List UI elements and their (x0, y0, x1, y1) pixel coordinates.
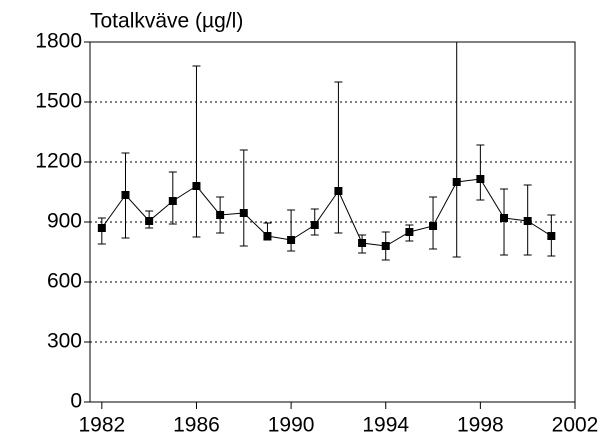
point (192, 182, 201, 190)
point (429, 222, 438, 230)
error-bar (452, 41, 461, 258)
point (310, 221, 319, 229)
point (287, 236, 296, 244)
y-tick-label: 1200 (35, 150, 82, 173)
series-line (101, 178, 552, 247)
point (145, 217, 154, 225)
point (216, 211, 225, 219)
x-tick-label: 1982 (78, 414, 125, 437)
point (405, 228, 414, 236)
y-tick-label: 300 (47, 330, 82, 353)
x-tick-label: 2002 (552, 414, 599, 437)
y-tick-label: 0 (70, 390, 82, 413)
error-bar (476, 144, 485, 201)
x-tick-label: 1994 (362, 414, 409, 437)
chart-title: Totalkväve (µg/l) (90, 10, 243, 33)
point (121, 191, 130, 199)
y-tick-label: 900 (47, 210, 82, 233)
y-tick-label: 1500 (35, 90, 82, 113)
point (263, 232, 272, 240)
point (239, 209, 248, 217)
point (358, 239, 367, 247)
point (381, 242, 390, 250)
error-bar (287, 209, 296, 252)
point (334, 187, 343, 195)
x-tick-label: 1990 (268, 414, 315, 437)
y-tick-label: 1800 (35, 30, 82, 53)
x-tick-label: 1986 (173, 414, 220, 437)
point (547, 232, 556, 240)
plot-frame (89, 41, 576, 403)
point (476, 175, 485, 183)
point (452, 178, 461, 186)
point (500, 214, 509, 222)
point (523, 217, 532, 225)
error-bar (334, 81, 343, 234)
point (168, 197, 177, 205)
error-bar (239, 149, 248, 247)
x-tick-label: 1998 (457, 414, 504, 437)
y-tick-label: 600 (47, 270, 82, 293)
error-bar (192, 65, 201, 238)
point (97, 224, 106, 232)
